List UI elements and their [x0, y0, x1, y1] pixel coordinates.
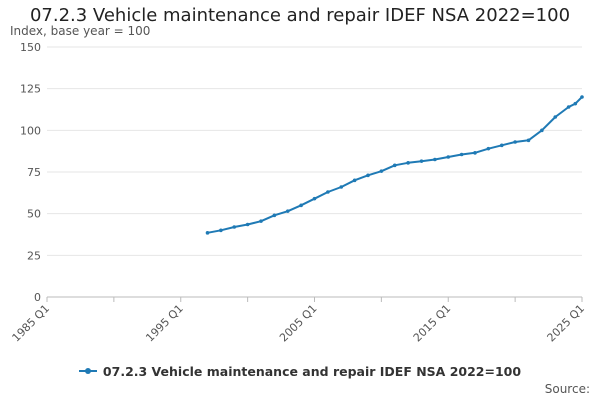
data-point[interactable] [259, 219, 263, 223]
data-point[interactable] [219, 228, 223, 233]
y-tick-label: 75 [27, 166, 41, 179]
y-tick-label: 0 [34, 291, 41, 304]
data-point[interactable] [473, 151, 477, 155]
y-tick-label: 25 [27, 249, 41, 262]
legend[interactable]: 07.2.3 Vehicle maintenance and repair ID… [0, 364, 600, 379]
data-point[interactable] [566, 105, 571, 109]
data-point[interactable] [513, 140, 517, 144]
y-axis-label: Index, base year = 100 [10, 24, 151, 38]
data-point[interactable] [245, 222, 250, 227]
gridlines [47, 46, 582, 298]
x-tick-label: 2005 Q1 [277, 302, 320, 345]
y-tick-label: 100 [20, 124, 41, 137]
data-point[interactable] [232, 225, 237, 229]
y-tick-label: 125 [20, 83, 41, 96]
data-point[interactable] [459, 152, 464, 157]
chart-title: 07.2.3 Vehicle maintenance and repair ID… [29, 5, 571, 26]
data-point[interactable] [392, 163, 397, 168]
source-label: Source: [544, 382, 590, 396]
data-point[interactable] [366, 173, 370, 178]
data-point[interactable] [499, 143, 504, 148]
data-point[interactable] [419, 159, 424, 163]
data-point[interactable] [486, 146, 491, 151]
y-axis: 0 25 50 75 100 125 150 [20, 41, 41, 304]
series-layer [205, 95, 584, 235]
data-point[interactable] [406, 161, 410, 165]
x-axis: 1985 Q1 1995 Q1 2005 Q1 2015 Q1 2025 Q1 [10, 297, 588, 345]
legend-swatch [78, 367, 97, 374]
x-tick-label: 1995 Q1 [143, 302, 186, 345]
data-point[interactable] [205, 231, 210, 235]
data-point[interactable] [580, 95, 584, 99]
data-point[interactable] [339, 185, 344, 189]
y-tick-label: 50 [27, 208, 41, 221]
data-point[interactable] [299, 203, 303, 208]
data-point[interactable] [379, 169, 384, 173]
x-tick-label: 2015 Q1 [411, 302, 454, 345]
data-point[interactable] [312, 196, 317, 201]
x-tick-label: 1985 Q1 [10, 302, 53, 345]
data-point[interactable] [446, 155, 451, 159]
y-tick-label: 150 [20, 41, 41, 54]
data-point[interactable] [272, 213, 277, 218]
data-point[interactable] [352, 178, 357, 183]
data-point[interactable] [540, 128, 544, 133]
data-point[interactable] [553, 115, 558, 119]
data-point[interactable] [285, 209, 290, 213]
data-point[interactable] [573, 101, 578, 106]
series-line [207, 96, 583, 234]
x-tick-label: 2025 Q1 [545, 302, 588, 345]
legend-label: 07.2.3 Vehicle maintenance and repair ID… [102, 364, 522, 379]
data-point[interactable] [326, 190, 330, 194]
data-point[interactable] [526, 138, 531, 143]
data-point[interactable] [433, 157, 437, 162]
